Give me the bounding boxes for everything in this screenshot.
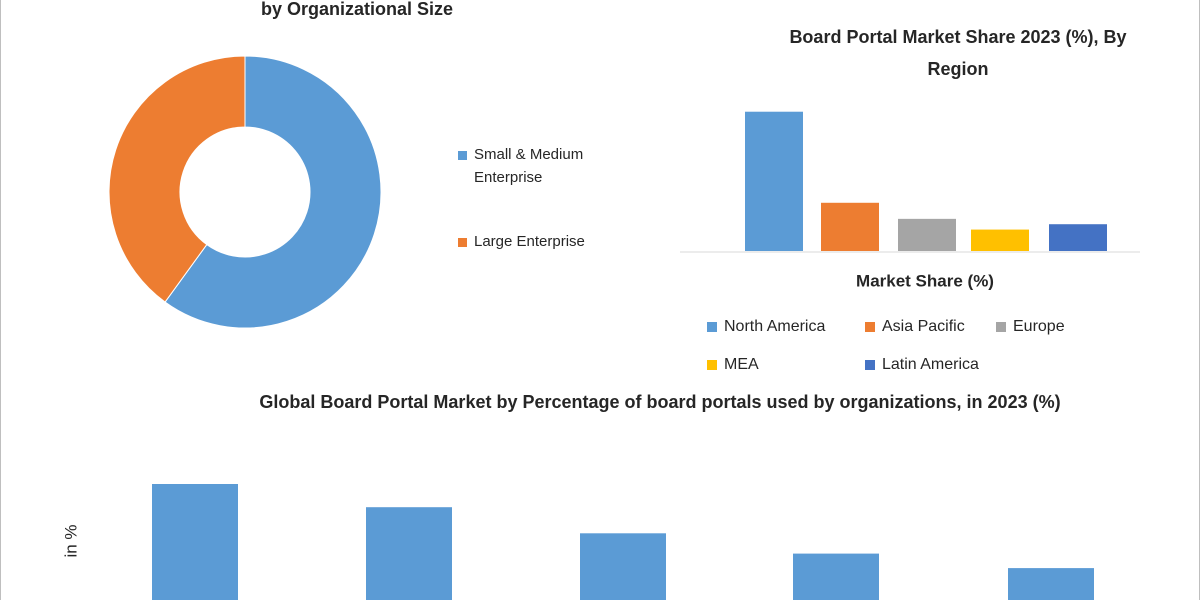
chart-title: by Organizational Size	[260, 0, 454, 19]
bar	[793, 553, 879, 600]
chart-title: Board Portal Market Share 2023 (%), By R…	[789, 27, 1127, 79]
bar	[745, 111, 803, 251]
legend-swatch	[707, 322, 717, 332]
legend-label: Latin America	[882, 356, 979, 373]
bar	[1008, 568, 1094, 600]
legend-swatch	[996, 322, 1006, 332]
bar	[152, 484, 238, 600]
bar	[580, 533, 666, 600]
legend-swatch	[707, 360, 717, 370]
bar	[821, 202, 879, 251]
legend-swatch	[458, 151, 467, 160]
legend-label: Large Enterprise	[474, 233, 585, 250]
bar	[898, 218, 956, 251]
legend-label: Europe	[1013, 318, 1065, 335]
donut-slice	[164, 55, 382, 329]
legend-label: Small & Medium Enterprise	[474, 146, 584, 186]
legend-swatch	[865, 360, 875, 370]
legend-swatch	[865, 322, 875, 332]
legend-label: MEA	[724, 356, 759, 373]
bar	[1049, 224, 1107, 251]
donut-slice	[108, 55, 246, 303]
x-axis-label: Market Share (%)	[856, 271, 994, 290]
legend-label: Asia Pacific	[882, 318, 965, 335]
bar	[366, 507, 452, 600]
bar	[971, 229, 1029, 251]
legend-label: North America	[724, 318, 825, 335]
y-axis-label: in %	[61, 524, 80, 557]
legend-swatch	[458, 238, 467, 247]
chart-title: Global Board Portal Market by Percentage…	[259, 392, 1061, 412]
